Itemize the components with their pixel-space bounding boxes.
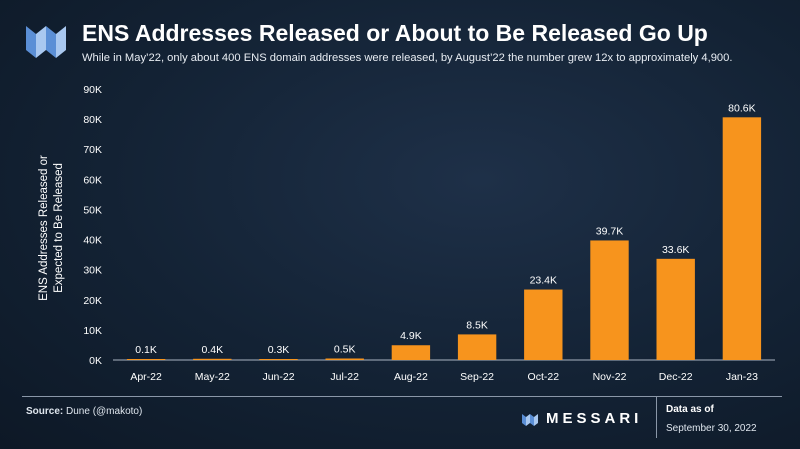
- y-tick-label: 0K: [89, 355, 102, 367]
- x-tick-label: Sep-22: [460, 371, 494, 383]
- bar: [325, 358, 364, 360]
- messari-brand: MESSARI: [522, 410, 642, 427]
- bar: [722, 117, 762, 360]
- data-as-of-date: September 30, 2022: [666, 423, 757, 434]
- data-label: 23.4K: [530, 275, 557, 287]
- data-label: 0.3K: [268, 344, 290, 356]
- x-tick-label: Jul-22: [330, 371, 359, 383]
- messari-mark-icon: [522, 413, 538, 426]
- x-tick-label: Nov-22: [593, 371, 627, 383]
- data-label: 0.5K: [334, 343, 356, 355]
- data-label: 4.9K: [400, 330, 422, 342]
- messari-logo-icon: [26, 26, 66, 58]
- brand-name: MESSARI: [546, 410, 643, 427]
- bar: [126, 359, 166, 360]
- footer-vertical-divider: [656, 396, 657, 438]
- source-note: Source: Dune (@makoto): [26, 406, 142, 417]
- y-tick-label: 30K: [83, 265, 102, 277]
- data-label: 39.7K: [596, 225, 623, 237]
- data-label: 8.5K: [466, 319, 488, 331]
- y-tick-label: 50K: [83, 204, 102, 216]
- data-label: 0.1K: [135, 344, 157, 356]
- bar: [590, 240, 629, 360]
- bar: [259, 359, 298, 360]
- source-value: Dune (@makoto): [63, 406, 143, 417]
- chart-subtitle: While in May’22, only about 400 ENS doma…: [82, 52, 733, 64]
- y-tick-label: 40K: [83, 235, 102, 247]
- y-tick-label: 70K: [83, 144, 102, 156]
- data-label: 0.4K: [201, 344, 223, 356]
- bar: [524, 289, 563, 360]
- bar: [656, 258, 695, 360]
- x-tick-label: Oct-22: [528, 371, 560, 383]
- x-tick-label: Aug-22: [394, 371, 428, 383]
- y-tick-label: 90K: [83, 84, 102, 96]
- y-tick-label: 80K: [83, 114, 102, 126]
- y-tick-label: 20K: [83, 295, 102, 307]
- x-tick-label: Dec-22: [659, 371, 693, 383]
- data-as-of-label: Data as of: [666, 404, 714, 415]
- footer-divider: [22, 396, 782, 397]
- bar: [193, 358, 232, 360]
- y-tick-label: 60K: [83, 174, 102, 186]
- chart-title: ENS Addresses Released or About to Be Re…: [82, 20, 708, 46]
- data-label: 33.6K: [662, 244, 689, 256]
- x-tick-label: Jan-23: [726, 371, 758, 383]
- y-tick-label: 10K: [83, 325, 102, 337]
- x-tick-label: Apr-22: [130, 371, 162, 383]
- x-tick-label: Jun-22: [262, 371, 294, 383]
- x-tick-label: May-22: [195, 371, 230, 383]
- source-label: Source:: [26, 406, 64, 417]
- bar: [457, 334, 497, 360]
- data-label: 80.6K: [728, 102, 755, 114]
- bar: [391, 345, 431, 360]
